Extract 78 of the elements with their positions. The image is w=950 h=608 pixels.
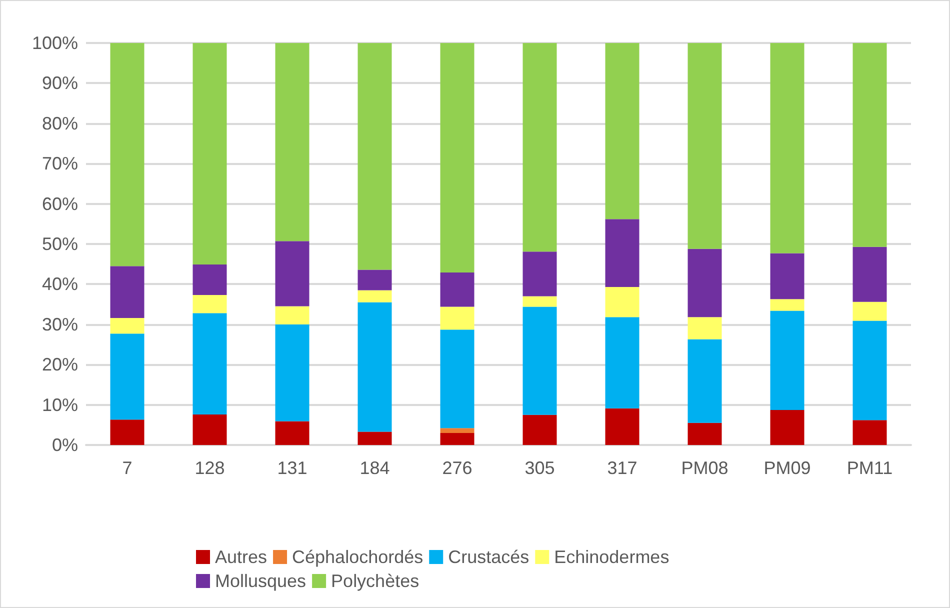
bar (605, 219, 640, 288)
bar (275, 306, 310, 324)
bar (522, 252, 557, 296)
bar (275, 241, 310, 306)
bar (688, 317, 722, 340)
y-tick-label: 20% (42, 354, 78, 375)
y-tick-label: 40% (42, 274, 78, 294)
bar (605, 43, 640, 220)
bar (605, 287, 640, 318)
y-tick-label: 90% (42, 73, 78, 94)
bar (605, 317, 640, 408)
bar (852, 420, 887, 445)
bar (358, 290, 392, 302)
x-tick-label: 276 (442, 458, 472, 478)
bar (110, 420, 144, 445)
bar (192, 295, 227, 314)
y-tick-label: 30% (42, 314, 78, 334)
bar (358, 270, 392, 290)
bar (110, 266, 144, 318)
x-tick-label: 184 (360, 458, 390, 478)
y-tick-label: 50% (42, 234, 78, 254)
bar (440, 330, 474, 428)
bar (110, 318, 144, 334)
x-tick-label: 317 (607, 458, 638, 478)
x-tick-label: PM09 (764, 458, 811, 478)
bar (852, 320, 887, 420)
bar (192, 414, 227, 445)
bar (275, 43, 310, 242)
bar (275, 324, 310, 422)
legend-label: Autres (215, 547, 268, 567)
bar (522, 296, 557, 307)
x-tick-label: 131 (277, 458, 308, 478)
bar (770, 410, 804, 445)
bar (440, 272, 474, 307)
x-tick-label: PM11 (846, 458, 893, 478)
bar (275, 421, 310, 445)
bar (440, 43, 474, 273)
legend-label: Polychètes (331, 571, 420, 591)
bar (522, 414, 557, 445)
x-tick-label: 128 (194, 458, 225, 478)
bar (440, 432, 474, 445)
bar (770, 43, 804, 254)
bar (440, 306, 474, 330)
bar (522, 43, 557, 252)
bar (852, 43, 887, 247)
bar (852, 302, 887, 321)
x-tick-label: 7 (122, 458, 132, 478)
x-tick-label: PM08 (681, 458, 728, 478)
bar (688, 422, 722, 445)
bar (110, 43, 144, 266)
bar (192, 313, 227, 414)
legend-label: Céphalochordés (292, 547, 424, 567)
bar (192, 264, 227, 296)
y-tick-label: 10% (42, 394, 78, 415)
legend-label: Echinodermes (554, 547, 670, 567)
bar (110, 334, 144, 420)
bar (605, 408, 640, 445)
x-tick-label: 305 (524, 458, 555, 478)
bar (358, 302, 392, 432)
bar (852, 246, 887, 302)
legend-label: Mollusques (215, 571, 306, 591)
bar (770, 299, 804, 311)
bar (688, 43, 722, 249)
bar (770, 253, 804, 300)
bar (688, 248, 722, 318)
y-tick-label: 100% (32, 33, 78, 53)
legend-label: Crustacés (448, 547, 530, 567)
y-tick-label: 80% (42, 113, 78, 134)
bar (688, 339, 722, 423)
bar (358, 43, 392, 270)
bar (192, 43, 227, 264)
bar (440, 428, 474, 433)
y-tick-label: 60% (42, 194, 78, 214)
bar (770, 310, 804, 410)
y-tick-label: 70% (42, 154, 78, 174)
y-tick-label: 0% (52, 435, 78, 455)
bar (358, 432, 392, 445)
bar (522, 306, 557, 415)
